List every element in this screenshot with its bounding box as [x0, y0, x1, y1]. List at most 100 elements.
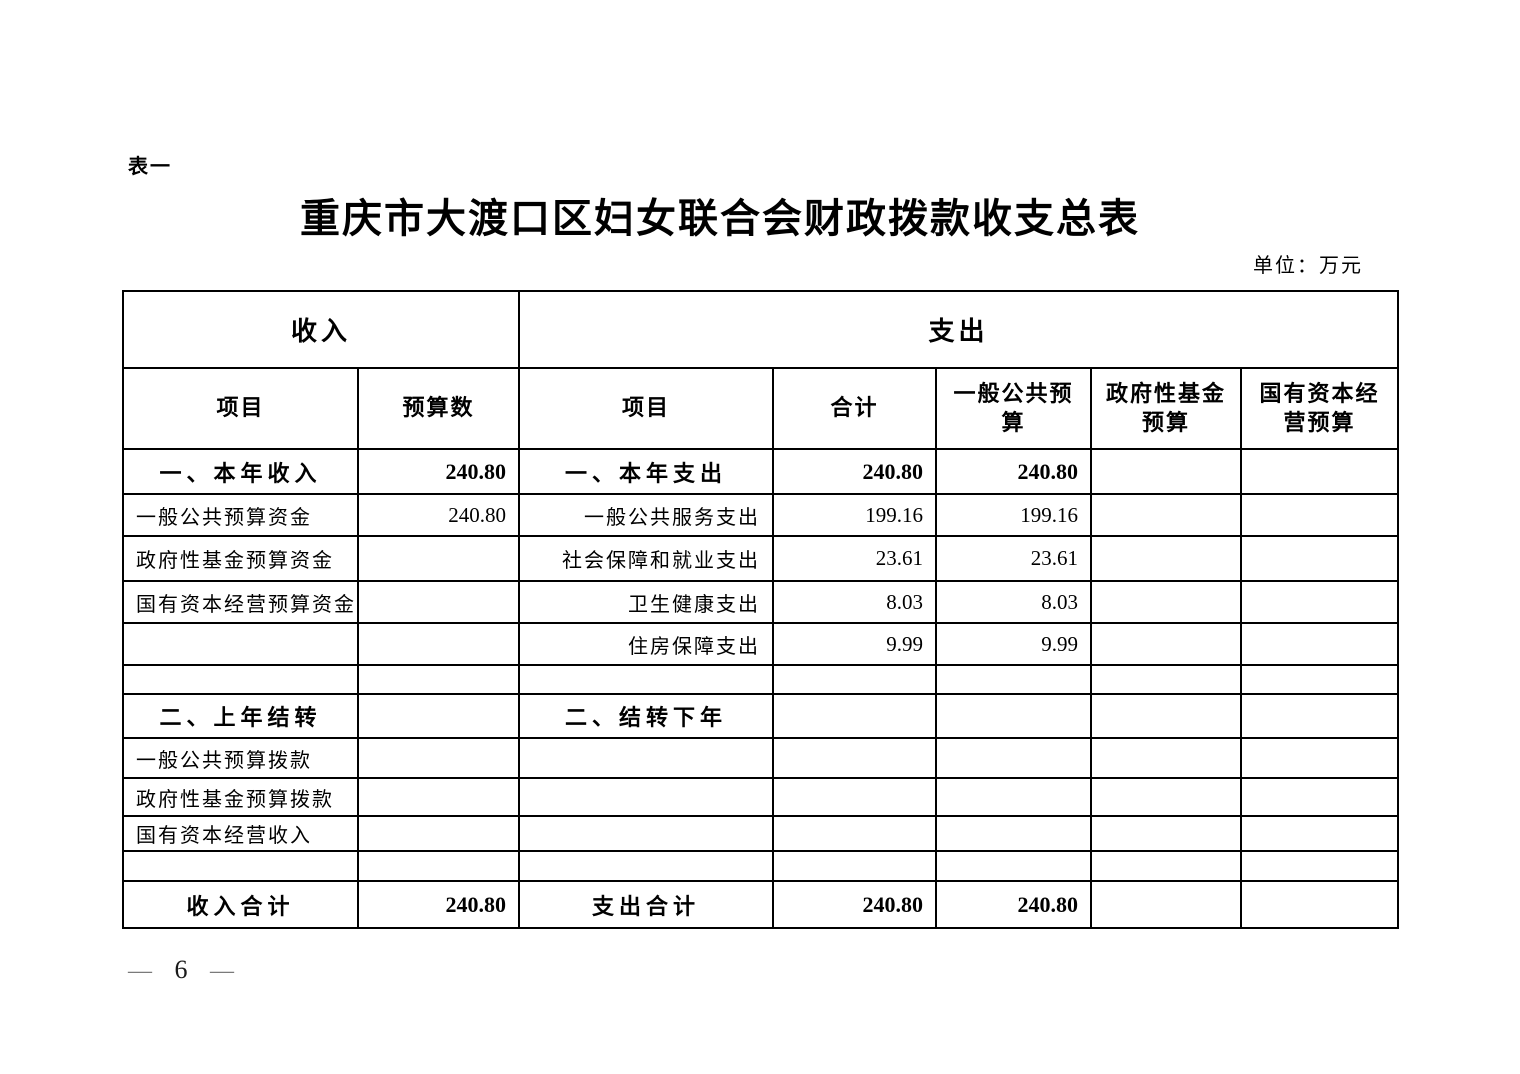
gov-fund-budget-cell — [1090, 815, 1243, 852]
general-public-budget-cell: 240.80 — [935, 880, 1093, 929]
income-item-cell — [122, 622, 359, 666]
table-row — [122, 850, 1400, 882]
income-item-cell: 政府性基金预算拨款 — [122, 777, 359, 817]
expense-total-cell: 23.61 — [772, 535, 938, 582]
table-row: 政府性基金预算拨款 — [122, 777, 1400, 817]
general-public-budget-cell: 23.61 — [935, 535, 1093, 582]
gov-fund-budget-cell — [1090, 493, 1243, 537]
general-public-budget-cell — [935, 815, 1093, 852]
page-title: 重庆市大渡口区妇女联合会财政拨款收支总表 — [300, 197, 1140, 241]
expense-item-cell: 二、结转下年 — [518, 693, 775, 739]
table-row: 一般公共预算资金 240.80 一般公共服务支出 199.16 199.16 — [122, 493, 1400, 537]
income-budget-cell — [356, 580, 521, 624]
income-budget-cell: 240.80 — [356, 448, 521, 495]
general-public-budget-cell — [935, 693, 1093, 739]
gov-fund-budget-cell — [1090, 664, 1243, 695]
income-item-cell — [122, 850, 359, 882]
expense-item-cell: 社会保障和就业支出 — [518, 535, 775, 582]
table-row: 住房保障支出 9.99 9.99 — [122, 622, 1400, 666]
expense-total-cell — [772, 850, 938, 882]
page-number-dash-right: — — [210, 958, 234, 984]
expense-item-cell: 一般公共服务支出 — [518, 493, 775, 537]
expense-item-cell — [518, 777, 775, 817]
state-capital-budget-cell — [1240, 622, 1400, 666]
state-capital-budget-cell — [1240, 693, 1400, 739]
table-row: 二、上年结转 二、结转下年 — [122, 693, 1400, 739]
expense-item-cell — [518, 664, 775, 695]
income-item-cell: 收入合计 — [122, 880, 359, 929]
state-capital-budget-cell — [1240, 493, 1400, 537]
income-budget-cell — [356, 850, 521, 882]
general-public-budget-cell — [935, 850, 1093, 882]
unit-note: 单位：万元 — [1253, 255, 1363, 277]
table-body: 一、本年收入 240.80 一、本年支出 240.80 240.80 一般公共预算资金 24… — [122, 448, 1400, 929]
state-capital-budget-cell — [1240, 777, 1400, 817]
column-header-expense-total: 合计 — [772, 367, 938, 450]
income-budget-cell: 240.80 — [356, 493, 521, 537]
expense-group-header: 支出 — [518, 290, 1400, 369]
table-row: 一、本年收入 240.80 一、本年支出 240.80 240.80 — [122, 448, 1400, 495]
income-item-cell: 一、本年收入 — [122, 448, 359, 495]
income-item-cell: 国有资本经营预算资金 — [122, 580, 359, 624]
general-public-budget-cell: 199.16 — [935, 493, 1093, 537]
expense-item-cell: 支出合计 — [518, 880, 775, 929]
state-capital-budget-cell — [1240, 880, 1400, 929]
income-budget-cell — [356, 535, 521, 582]
expense-item-cell — [518, 737, 775, 779]
expense-total-cell — [772, 777, 938, 817]
general-public-budget-cell — [935, 737, 1093, 779]
expense-total-cell — [772, 664, 938, 695]
state-capital-budget-cell — [1240, 850, 1400, 882]
expense-total-cell: 240.80 — [772, 880, 938, 929]
state-capital-budget-cell — [1240, 448, 1400, 495]
column-header-row: 项目 预算数 项目 合计 一般公共预 算 政府性基金 预算 国有资本经 营预算 — [122, 367, 1400, 450]
table-row: 收入合计 240.80 支出合计 240.80 240.80 — [122, 880, 1400, 929]
income-item-cell: 政府性基金预算资金 — [122, 535, 359, 582]
income-item-cell: 二、上年结转 — [122, 693, 359, 739]
income-budget-cell — [356, 737, 521, 779]
column-header-income-budget: 预算数 — [356, 367, 521, 450]
page-number-value: 6 — [174, 955, 188, 984]
income-budget-cell — [356, 664, 521, 695]
gov-fund-budget-cell — [1090, 535, 1243, 582]
table-row: 政府性基金预算资金 社会保障和就业支出 23.61 23.61 — [122, 535, 1400, 582]
expense-total-cell: 199.16 — [772, 493, 938, 537]
state-capital-budget-cell — [1240, 815, 1400, 852]
general-public-budget-cell: 240.80 — [935, 448, 1093, 495]
page-number-dash-left: — — [128, 958, 152, 984]
group-header-row: 收入 支出 — [121, 290, 1400, 369]
gov-fund-budget-cell — [1090, 777, 1243, 817]
expense-total-cell — [772, 737, 938, 779]
state-capital-budget-cell — [1240, 664, 1400, 695]
table-row: 国有资本经营收入 — [122, 815, 1400, 852]
income-item-cell: 一般公共预算资金 — [122, 493, 359, 537]
column-header-income-item: 项目 — [122, 367, 359, 450]
page-number: — 6 — — [128, 955, 234, 985]
income-budget-cell — [356, 622, 521, 666]
gov-fund-budget-cell — [1090, 880, 1243, 929]
income-budget-cell — [356, 693, 521, 739]
general-public-budget-cell — [935, 664, 1093, 695]
income-item-cell: 一般公共预算拨款 — [122, 737, 359, 779]
table-row: 一般公共预算拨款 — [122, 737, 1400, 779]
expense-total-cell: 8.03 — [772, 580, 938, 624]
gov-fund-budget-cell — [1090, 850, 1243, 882]
general-public-budget-cell: 8.03 — [935, 580, 1093, 624]
income-budget-cell: 240.80 — [356, 880, 521, 929]
state-capital-budget-cell — [1240, 737, 1400, 779]
expense-item-cell — [518, 850, 775, 882]
table-row — [122, 664, 1400, 695]
column-header-gov-fund-budget: 政府性基金 预算 — [1090, 367, 1243, 450]
expense-item-cell — [518, 815, 775, 852]
gov-fund-budget-cell — [1090, 737, 1243, 779]
gov-fund-budget-cell — [1090, 693, 1243, 739]
table-header: 收入 支出 项目 预算数 项目 合计 一般公共预 算 政府性基金 预算 国有资本… — [121, 290, 1400, 450]
gov-fund-budget-cell — [1090, 580, 1243, 624]
income-budget-cell — [356, 777, 521, 817]
state-capital-budget-cell — [1240, 535, 1400, 582]
income-budget-cell — [356, 815, 521, 852]
budget-table: 收入 支出 项目 预算数 项目 合计 一般公共预 算 政府性基金 预算 国有资本… — [121, 290, 1400, 929]
expense-total-cell: 9.99 — [772, 622, 938, 666]
income-item-cell: 国有资本经营收入 — [122, 815, 359, 852]
